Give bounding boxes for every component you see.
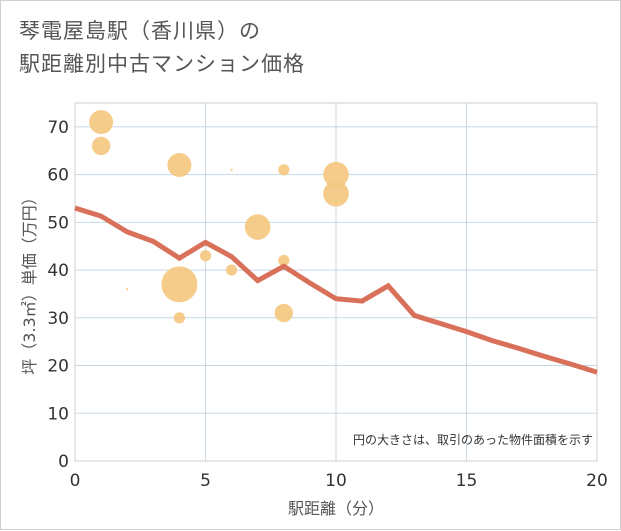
x-tick-label-0: 0 — [70, 471, 81, 491]
y-axis-title: 坪（3.3㎡）単価（万円） — [20, 189, 39, 374]
x-axis-ticks: 0 5 10 15 20 — [70, 471, 608, 491]
scatter-points — [89, 110, 349, 324]
y-tick-label-2: 20 — [47, 357, 69, 377]
scatter-point-6 — [199, 250, 212, 262]
x-tick-label-2: 10 — [325, 471, 347, 491]
scatter-point-3 — [167, 153, 192, 178]
scatter-point-0 — [89, 110, 114, 135]
y-tick-label-0: 0 — [58, 452, 69, 472]
x-axis-title: 駅距離（分） — [288, 499, 384, 518]
scatter-point-14 — [323, 180, 349, 207]
scatter-point-9 — [244, 214, 271, 240]
scatter-point-10 — [278, 164, 290, 176]
scatter-point-5 — [173, 312, 185, 324]
y-tick-label-5: 50 — [47, 213, 69, 233]
y-tick-label-6: 60 — [47, 166, 69, 186]
bubble-size-note: 円の大きさは、取引のあった物件面積を示す — [353, 432, 593, 447]
average-price-line — [74, 205, 598, 375]
page-title-line2: 駅距離別中古マンション価格 — [19, 52, 305, 76]
x-tick-label-4: 20 — [586, 471, 608, 491]
scatter-point-2 — [126, 287, 129, 291]
y-tick-label-3: 30 — [47, 309, 69, 329]
grid-lines — [75, 103, 597, 461]
page-title: 琴電屋島駅（香川県）の 駅距離別中古マンション価格 — [19, 15, 305, 81]
scatter-point-13 — [323, 161, 349, 188]
scatter-point-4 — [161, 266, 198, 303]
x-tick-label-3: 15 — [456, 471, 478, 491]
x-tick-label-1: 5 — [200, 471, 211, 491]
y-tick-label-4: 40 — [47, 261, 69, 281]
scatter-point-11 — [278, 254, 290, 267]
scatter-point-12 — [274, 303, 293, 323]
scatter-point-7 — [230, 168, 233, 172]
y-tick-label-1: 10 — [47, 404, 69, 424]
y-axis-ticks: 0 10 20 30 40 50 60 70 — [47, 118, 69, 472]
page-title-line1: 琴電屋島駅（香川県）の — [19, 19, 261, 43]
y-tick-label-7: 70 — [47, 118, 69, 138]
scatter-point-8 — [226, 264, 238, 276]
scatter-point-1 — [91, 136, 111, 156]
